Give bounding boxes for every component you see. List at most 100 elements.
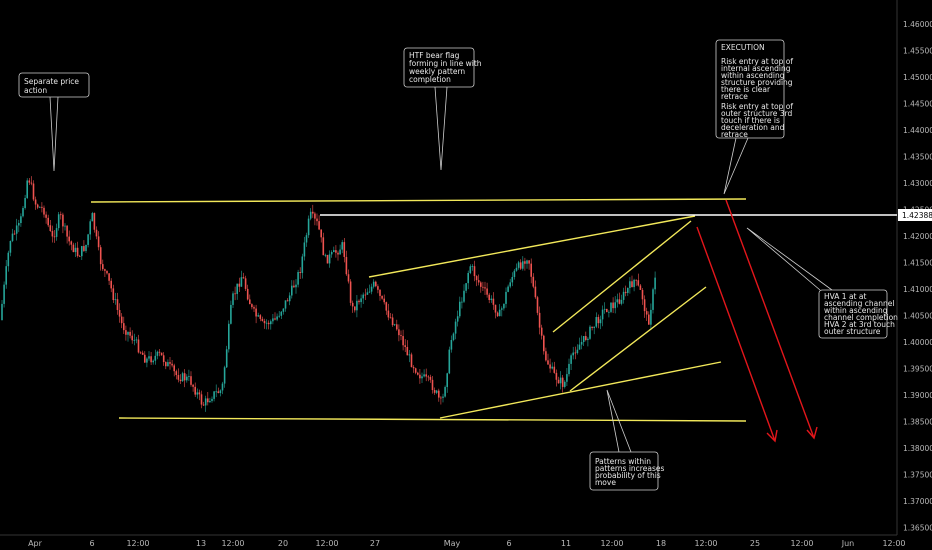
candle-body — [606, 308, 608, 313]
x-tick-label: 12:00 — [694, 539, 717, 548]
candle-body — [631, 281, 633, 288]
candle-body — [572, 352, 574, 356]
candle-body — [610, 302, 612, 312]
candle-body — [463, 290, 465, 302]
candle-body — [230, 304, 232, 324]
candle-body — [356, 300, 358, 311]
candle-body — [154, 355, 157, 361]
candle-body — [301, 256, 304, 273]
candle-body — [408, 354, 411, 356]
candle-body — [11, 233, 14, 241]
candle-body — [536, 297, 539, 313]
candle-body — [278, 315, 280, 317]
callout-execution-pointer — [723, 137, 749, 195]
htf-line-3: completion — [409, 75, 451, 84]
candle-body — [213, 391, 215, 399]
candle-body — [383, 298, 385, 303]
candle-body — [51, 230, 54, 237]
candle-body — [286, 300, 289, 302]
candle-body — [202, 404, 205, 406]
projection-line-1 — [696, 226, 776, 442]
candle-body — [41, 206, 43, 208]
x-tick-label: 6 — [89, 539, 94, 548]
y-tick-label: 1.44000 — [903, 126, 932, 135]
candle-body — [165, 362, 167, 367]
candle-body — [169, 362, 171, 364]
candle-body — [593, 326, 595, 328]
hva-line-1: ascending channel — [824, 299, 894, 308]
candle-body — [152, 360, 154, 363]
candle-body — [328, 254, 331, 264]
candle-body — [511, 276, 514, 283]
candle-body — [173, 365, 175, 372]
candle-body — [456, 316, 459, 322]
candle-body — [95, 229, 98, 237]
candle-body — [133, 339, 136, 341]
candle-body — [200, 394, 203, 405]
candle-body — [251, 304, 253, 308]
candle-body — [22, 207, 24, 217]
projection-arrows — [696, 199, 818, 443]
x-tick-label: 20 — [278, 539, 288, 548]
candle-body — [498, 309, 501, 317]
candle-body — [137, 339, 140, 353]
candle-body — [72, 244, 75, 253]
execution-line-11: touch if there is — [721, 116, 780, 125]
y-tick-label: 1.43000 — [903, 179, 932, 188]
candle-body — [635, 279, 637, 281]
candle-body — [566, 374, 568, 382]
candle-body — [404, 345, 406, 347]
candle-body — [99, 247, 102, 265]
y-tick-label: 1.41500 — [903, 259, 932, 268]
y-tick-label: 1.37500 — [903, 471, 932, 480]
hva-line-5: outer structure — [824, 327, 881, 336]
candle-body — [524, 261, 526, 264]
candle-body — [207, 398, 209, 403]
candle-body — [351, 302, 354, 307]
candle-body — [547, 360, 549, 365]
candle-body — [305, 235, 308, 243]
candle-body — [15, 225, 18, 234]
candle-body — [639, 285, 642, 290]
candle-body — [534, 286, 537, 298]
patterns-line-3: move — [595, 478, 616, 487]
candle-body — [608, 311, 610, 313]
patterns-line-1: patterns increases — [595, 464, 664, 473]
projection-line-2 — [725, 199, 815, 439]
candle-body — [377, 286, 379, 290]
candle-body — [123, 323, 125, 331]
execution-line-9: Risk entry at top of — [721, 102, 793, 111]
candle-body — [209, 400, 211, 403]
y-tick-label: 1.36500 — [903, 524, 932, 533]
candle-body — [559, 377, 562, 384]
candle-body — [114, 299, 117, 301]
candle-body — [87, 234, 89, 245]
candle-body — [354, 306, 356, 311]
x-tick-label: 12:00 — [600, 539, 623, 548]
x-tick-label: Jun — [841, 539, 855, 548]
x-tick-label: 12:00 — [315, 539, 338, 548]
candle-body — [389, 317, 392, 319]
candle-body — [89, 221, 91, 235]
candle-body — [450, 339, 453, 350]
candle-body — [522, 261, 524, 269]
candle-body — [236, 283, 238, 294]
candle-body — [288, 295, 291, 302]
candles-layer — [1, 176, 656, 412]
execution-line-7: retrace — [721, 92, 748, 101]
x-tick-label: May — [444, 539, 461, 548]
candle-body — [186, 376, 188, 381]
candle-body — [627, 287, 629, 293]
candle-body — [112, 288, 115, 301]
x-tick-label: 6 — [506, 539, 511, 548]
candle-body — [364, 294, 367, 296]
outer-channel-upper — [368, 215, 696, 278]
candle-body — [375, 281, 377, 287]
y-tick-label: 1.45500 — [903, 47, 932, 56]
y-tick-label: 1.38500 — [903, 418, 932, 427]
candle-body — [141, 352, 144, 355]
candle-body — [381, 295, 383, 299]
candle-body — [13, 233, 16, 235]
hva-line-0: HVA 1 at at — [824, 292, 866, 301]
